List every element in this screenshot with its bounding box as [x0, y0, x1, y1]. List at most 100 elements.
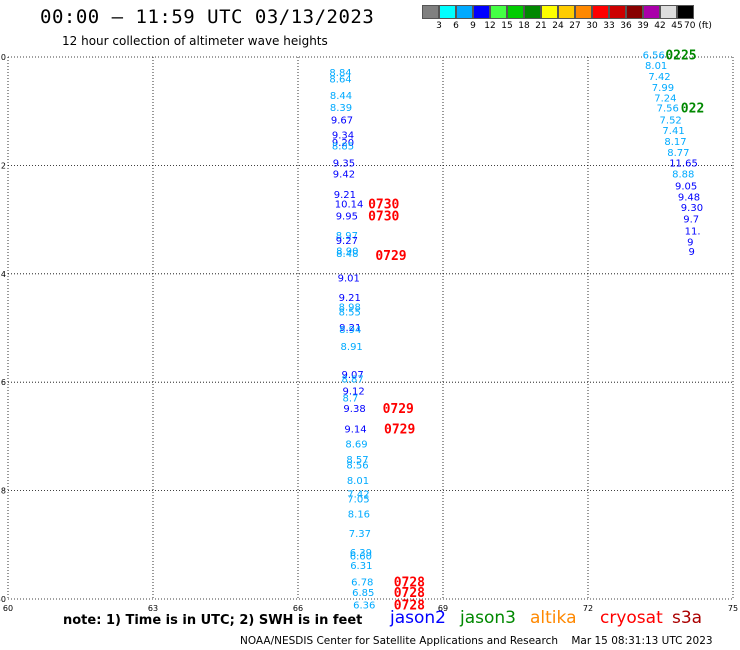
legend-label: 9	[470, 21, 476, 31]
pass-time-label: 0729	[383, 402, 414, 417]
wave-height-label: 8.64	[329, 75, 351, 86]
wave-height-label: 9.05	[675, 181, 697, 192]
lat-tick-label: -20	[0, 53, 6, 62]
wave-height-label: 7.37	[349, 529, 371, 540]
wave-height-label: 9	[687, 237, 693, 248]
map-subtitle: 12 hour collection of altimeter wave hei…	[62, 34, 328, 48]
legend-label: 30	[586, 21, 598, 31]
legend-swatch	[422, 5, 439, 19]
wave-height-label: 9.35	[333, 159, 355, 170]
wave-height-label: 9.14	[344, 424, 366, 435]
pass-time-label: 0730	[368, 197, 399, 212]
legend-swatch	[558, 5, 575, 19]
wave-height-label: 8.7	[342, 393, 358, 404]
pass-time-label: 022	[681, 101, 704, 116]
wave-height-label: 11.	[685, 226, 701, 237]
wave-height-label: 9.21	[339, 293, 361, 304]
lat-tick-label: -26	[0, 378, 6, 387]
legend-swatch	[439, 5, 456, 19]
wave-height-label: 9.27	[336, 236, 358, 247]
wave-height-label: 8.91	[341, 342, 363, 353]
wave-height-label: 9.7	[683, 215, 699, 226]
pass-time-label: 0730	[368, 209, 399, 224]
pass-time-label: 0728	[394, 586, 425, 601]
wave-height-label: 9.21	[334, 190, 356, 201]
wave-height-label: 8.48	[336, 249, 358, 260]
satellite-legend-cryosat: cryosat	[600, 608, 663, 628]
legend-swatch	[541, 5, 558, 19]
wave-height-label: 7.99	[652, 83, 674, 94]
map-title: 00:00 – 11:59 UTC 03/13/2023	[40, 6, 375, 28]
legend-swatch	[677, 5, 694, 19]
lon-tick-label: 75	[728, 604, 738, 613]
wave-height-label: 8.39	[330, 103, 352, 114]
legend-swatch	[575, 5, 592, 19]
wave-height-label: 9.01	[338, 274, 360, 285]
legend-swatch	[660, 5, 677, 19]
legend-label: 45	[671, 21, 683, 31]
wave-height-label: 7.05	[347, 495, 369, 506]
legend-swatch	[473, 5, 490, 19]
color-legend-bar	[422, 5, 694, 19]
wave-height-label: 6.39	[350, 548, 372, 559]
lat-tick-label: -30	[0, 595, 6, 604]
wave-height-label: 9.21	[339, 323, 361, 334]
wave-height-label: 8.94	[339, 325, 361, 336]
footer-note: note: 1) Time is in UTC; 2) SWH is in fe…	[63, 613, 363, 628]
wave-height-label: 7.42	[648, 72, 670, 83]
satellite-legend-jason3: jason3	[460, 608, 516, 628]
wave-height-label: 8.01	[347, 476, 369, 487]
wave-height-label: 6.56	[643, 50, 665, 61]
wave-height-label: 8.44	[330, 91, 352, 102]
wave-height-label: 8.01	[645, 61, 667, 72]
lon-tick-label: 63	[148, 604, 158, 613]
wave-height-label: 9.30	[681, 203, 703, 214]
legend-swatch	[524, 5, 541, 19]
wave-height-label: 9.20	[332, 138, 354, 149]
wave-height-label: 8.97	[336, 231, 358, 242]
pass-time-label: 0729	[384, 422, 415, 437]
pass-time-label: 0728	[394, 576, 425, 591]
wave-height-label: 6.36	[353, 600, 375, 611]
wave-height-label: 9.34	[332, 131, 354, 142]
legend-label: 12	[484, 21, 496, 31]
legend-swatch	[609, 5, 626, 19]
wave-height-label: 9.38	[343, 404, 365, 415]
wave-height-label: 8.88	[672, 170, 694, 181]
wave-height-label: 8.69	[345, 439, 367, 450]
wave-height-label: 11.65	[669, 159, 698, 170]
wave-height-label: 9	[689, 247, 695, 258]
legend-label: 3	[436, 21, 442, 31]
wave-height-label: 8.77	[667, 148, 689, 159]
wave-height-label: 6.78	[351, 578, 373, 589]
legend-label: 70 (ft)	[684, 21, 712, 31]
satellite-legend-altika: altika	[530, 608, 577, 628]
pass-time-label: 0728	[394, 598, 425, 613]
lon-tick-label: 66	[293, 604, 303, 613]
wave-height-label: 8.55	[339, 308, 361, 319]
legend-label: 15	[501, 21, 513, 31]
wave-height-label: 8.85	[332, 141, 354, 152]
wave-height-label: 10.14	[335, 199, 364, 210]
wave-height-label: 8.98	[339, 302, 361, 313]
wave-height-label: 8.57	[346, 455, 368, 466]
legend-label: 39	[637, 21, 649, 31]
wave-height-label: 8.84	[329, 68, 351, 79]
legend-label: 36	[620, 21, 632, 31]
lon-tick-label: 72	[583, 604, 593, 613]
wave-height-label: 9.48	[678, 192, 700, 203]
wave-height-label: 6.85	[352, 588, 374, 599]
wave-height-label: 7.41	[662, 126, 684, 137]
legend-swatch	[490, 5, 507, 19]
lon-tick-label: 60	[3, 604, 13, 613]
lon-tick-label: 69	[438, 604, 448, 613]
wave-height-label: 7.42	[347, 489, 369, 500]
credit-line: NOAA/NESDIS Center for Satellite Applica…	[240, 635, 713, 647]
legend-swatch	[643, 5, 660, 19]
legend-label: 42	[654, 21, 666, 31]
legend-label: 24	[552, 21, 564, 31]
pass-time-label: 0225	[665, 48, 696, 63]
wave-height-label: 6.31	[350, 561, 372, 572]
legend-swatch	[456, 5, 473, 19]
